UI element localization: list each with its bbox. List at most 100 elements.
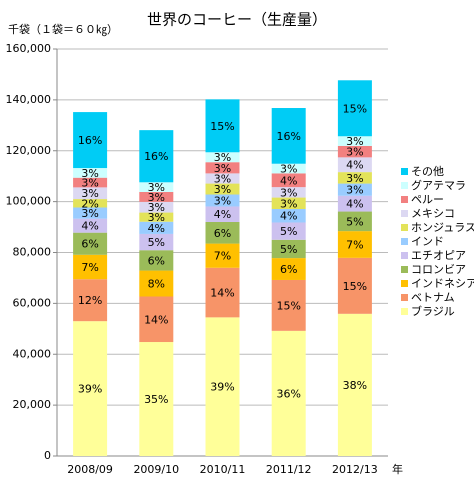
bar-segment [73,279,108,322]
bar-segment [271,173,306,188]
y-tick-label: 120,000 [6,144,52,157]
bar-segment [73,112,108,169]
data-label: 39% [78,383,102,396]
data-label: 3% [346,146,363,159]
bar-segment [205,99,240,153]
data-label: 14% [144,313,168,326]
bar-segment [73,218,108,233]
data-label: 5% [280,243,297,256]
bar-segment [205,162,240,174]
bar-segment [271,330,306,456]
bar-segment [73,199,108,208]
legend-swatch [401,308,408,315]
bar-segment [205,194,240,207]
bar-segment [73,254,108,280]
data-label: 7% [346,238,363,251]
data-label: 38% [343,379,367,392]
y-tick-label: 160,000 [6,42,52,55]
x-tick-label: 2009/10 [133,463,179,476]
legend-swatch [401,252,408,259]
x-tick-label: 2008/09 [67,463,113,476]
y-tick-label: 40,000 [13,347,52,360]
bar-segment [271,209,306,223]
bar-segment [139,250,174,271]
data-label: 8% [148,278,165,291]
data-label: 4% [81,220,98,233]
y-tick-label: 20,000 [13,398,52,411]
bar-segment [205,267,240,318]
data-label: 15% [276,299,300,312]
y-tick-label: 100,000 [6,195,52,208]
bar-segment [205,243,240,268]
data-label: 2% [81,197,98,210]
legend-swatch [401,168,408,175]
legend-label: インドネシア [411,277,474,290]
bar-segment [205,206,240,222]
legend-swatch [401,224,408,231]
data-label: 3% [148,201,165,214]
bar-segment [73,232,108,255]
legend-label: グアテマラ [411,178,466,192]
data-label: 3% [214,162,231,175]
data-label: 3% [214,183,231,196]
legend-swatch [401,280,408,287]
chart-title: 世界のコーヒー（生産量） [147,11,327,29]
bar-segment [337,136,372,146]
legend-label: ホンジュラス [411,221,474,234]
data-label: 39% [210,381,234,394]
data-label: 3% [280,163,297,176]
bar-segment [271,239,306,259]
data-label: 3% [346,135,363,148]
bar-segment [205,221,240,244]
legend-swatch [401,266,408,273]
data-label: 5% [148,236,165,249]
bar-segment [337,80,372,137]
legend-label: ペルー [411,193,444,206]
bar-segment [73,177,108,188]
data-label: 4% [346,159,363,172]
bar-segment [139,130,174,183]
legend-swatch [401,182,408,189]
bar-segment [139,191,174,202]
bar-segment [139,201,174,213]
legend-label: その他 [411,165,444,178]
data-label: 6% [214,227,231,240]
data-label: 3% [81,167,98,180]
bar-segment [73,187,108,200]
bar-segment [337,172,372,184]
bar-segment [73,207,108,219]
legend-label: メキシコ [411,207,455,220]
bar-segment [337,211,372,232]
data-label: 7% [214,250,231,263]
legend-label: ブラジル [411,304,455,318]
data-label: 3% [148,211,165,224]
legend-swatch [401,210,408,217]
bar-segment [139,212,174,222]
legend-swatch [401,238,408,245]
data-label: 12% [78,294,102,307]
x-tick-label: 2010/11 [200,463,246,476]
bar-segment [337,231,372,258]
bar-segment [337,183,372,196]
bar-segment [337,257,372,314]
data-label: 5% [346,215,363,228]
bar-segment [205,183,240,195]
bar-segment [337,195,372,212]
legend-swatch [401,294,408,301]
x-axis-label: 年 [392,462,403,476]
data-label: 3% [280,197,297,210]
data-label: 3% [346,172,363,185]
data-label: 3% [81,207,98,220]
legend-label: コロンビア [411,263,466,276]
data-label: 16% [144,150,168,163]
data-label: 3% [346,184,363,197]
data-label: 4% [280,210,297,223]
y-tick-label: 80,000 [13,246,52,259]
x-tick-label: 2012/13 [332,463,378,476]
bar-segment [271,258,306,280]
bar-segment [205,317,240,456]
data-label: 7% [81,261,98,274]
bar-segment [139,182,174,192]
bar-segment [271,163,306,174]
